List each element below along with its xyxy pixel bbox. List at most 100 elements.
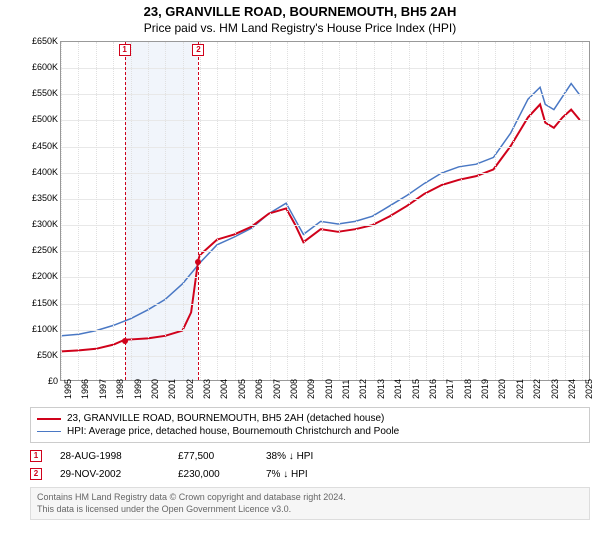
grid-line-v [322,42,323,380]
y-tick-label: £450K [32,141,58,151]
y-tick-label: £400K [32,167,58,177]
x-tick-label: 2016 [428,379,438,399]
y-tick-label: £200K [32,271,58,281]
marker-info-date: 29-NOV-2002 [60,469,160,480]
x-axis: 1995199619971998199920002001200220032004… [60,381,590,401]
grid-line-v [495,42,496,380]
legend-row: HPI: Average price, detached house, Bour… [37,425,583,438]
x-tick-label: 2003 [202,379,212,399]
grid-line-v [113,42,114,380]
grid-line-h [61,173,589,174]
marker-info-pct: 38% ↓ HPI [266,451,356,462]
x-tick-label: 2020 [497,379,507,399]
y-tick-label: £650K [32,36,58,46]
grid-line-v [96,42,97,380]
x-tick-label: 2012 [358,379,368,399]
grid-line-h [61,94,589,95]
grid-line-v [565,42,566,380]
marker-info-box: 1 [30,450,42,462]
sale-dot [122,338,128,344]
grid-line-v [513,42,514,380]
x-tick-label: 2024 [567,379,577,399]
chart-container: { "title": "23, GRANVILLE ROAD, BOURNEMO… [0,0,600,560]
grid-line-v [356,42,357,380]
plot-area: 12 [60,41,590,381]
y-tick-label: £600K [32,62,58,72]
x-tick-label: 1998 [115,379,125,399]
y-tick-label: £550K [32,88,58,98]
x-tick-label: 2015 [411,379,421,399]
chart-area: £0£50K£100K£150K£200K£250K£300K£350K£400… [30,41,590,401]
grid-line-h [61,330,589,331]
x-tick-label: 2002 [185,379,195,399]
x-tick-label: 1996 [80,379,90,399]
grid-line-h [61,356,589,357]
y-tick-label: £500K [32,114,58,124]
grid-line-v [200,42,201,380]
x-tick-label: 2013 [376,379,386,399]
y-tick-label: £250K [32,245,58,255]
grid-line-v [287,42,288,380]
legend: 23, GRANVILLE ROAD, BOURNEMOUTH, BH5 2AH… [30,407,590,443]
legend-swatch [37,418,61,420]
grid-line-v [582,42,583,380]
x-tick-label: 2022 [532,379,542,399]
grid-line-v [461,42,462,380]
legend-swatch [37,431,61,433]
y-tick-label: £300K [32,219,58,229]
footer-line-2: This data is licensed under the Open Gov… [37,504,583,516]
grid-line-h [61,68,589,69]
x-tick-label: 2010 [324,379,334,399]
y-axis: £0£50K£100K£150K£200K£250K£300K£350K£400… [30,41,60,381]
x-tick-label: 2011 [341,380,351,399]
grid-line-h [61,251,589,252]
grid-line-h [61,120,589,121]
x-tick-label: 1999 [133,379,143,399]
grid-line-v [165,42,166,380]
grid-line-v [61,42,62,380]
x-tick-label: 2014 [393,379,403,399]
chart-subtitle: Price paid vs. HM Land Registry's House … [0,19,600,41]
legend-row: 23, GRANVILLE ROAD, BOURNEMOUTH, BH5 2AH… [37,412,583,425]
grid-line-v [443,42,444,380]
grid-line-h [61,277,589,278]
grid-line-v [391,42,392,380]
y-tick-label: £350K [32,193,58,203]
grid-line-v [217,42,218,380]
x-tick-label: 2025 [584,379,594,399]
x-tick-label: 2000 [150,379,160,399]
x-tick-label: 2009 [306,379,316,399]
marker-info-date: 28-AUG-1998 [60,451,160,462]
marker-info-pct: 7% ↓ HPI [266,469,356,480]
grid-line-v [252,42,253,380]
grid-line-v [270,42,271,380]
y-tick-label: £100K [32,324,58,334]
grid-line-h [61,147,589,148]
x-tick-label: 2018 [463,379,473,399]
marker-info-price: £77,500 [178,451,248,462]
footer-line-1: Contains HM Land Registry data © Crown c… [37,492,583,504]
x-tick-label: 1995 [63,379,73,399]
x-tick-label: 1997 [98,379,108,399]
sale-dot [195,259,201,265]
x-tick-label: 2017 [445,379,455,399]
grid-line-v [478,42,479,380]
grid-line-v [530,42,531,380]
x-tick-label: 2001 [167,379,177,399]
grid-line-v [339,42,340,380]
grid-line-h [61,225,589,226]
x-tick-label: 2019 [480,379,490,399]
sale-marker-box: 2 [192,44,204,56]
sale-marker-line [125,42,126,380]
grid-line-v [426,42,427,380]
x-tick-label: 2008 [289,379,299,399]
x-tick-label: 2007 [272,379,282,399]
y-tick-label: £50K [37,350,58,360]
y-tick-label: £0 [48,376,58,386]
marker-info-price: £230,000 [178,469,248,480]
legend-label: 23, GRANVILLE ROAD, BOURNEMOUTH, BH5 2AH… [67,413,384,424]
grid-line-h [61,199,589,200]
grid-line-v [409,42,410,380]
grid-line-v [374,42,375,380]
x-tick-label: 2023 [550,379,560,399]
